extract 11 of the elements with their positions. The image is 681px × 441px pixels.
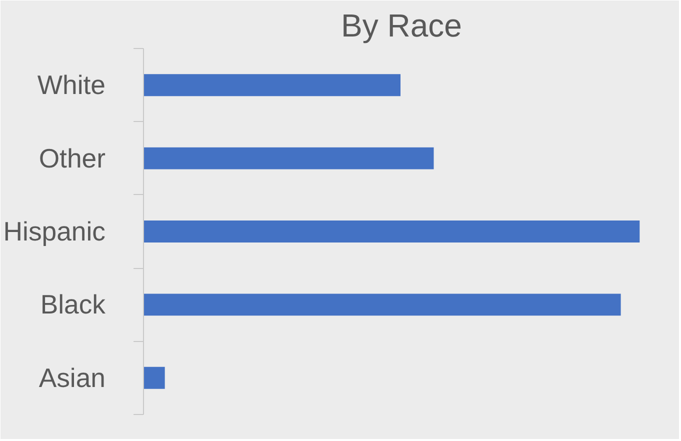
chart-title: By Race xyxy=(341,8,462,44)
bar xyxy=(144,147,434,170)
bar xyxy=(144,220,640,242)
y-tick-label: White xyxy=(37,70,106,100)
bar xyxy=(144,294,621,316)
y-tick-label: Asian xyxy=(38,362,106,393)
y-tick-label: Other xyxy=(38,143,106,174)
y-tick-label: Hispanic xyxy=(3,216,106,246)
y-tick-label: Black xyxy=(40,290,106,320)
bar xyxy=(144,366,165,389)
bar xyxy=(144,74,401,96)
